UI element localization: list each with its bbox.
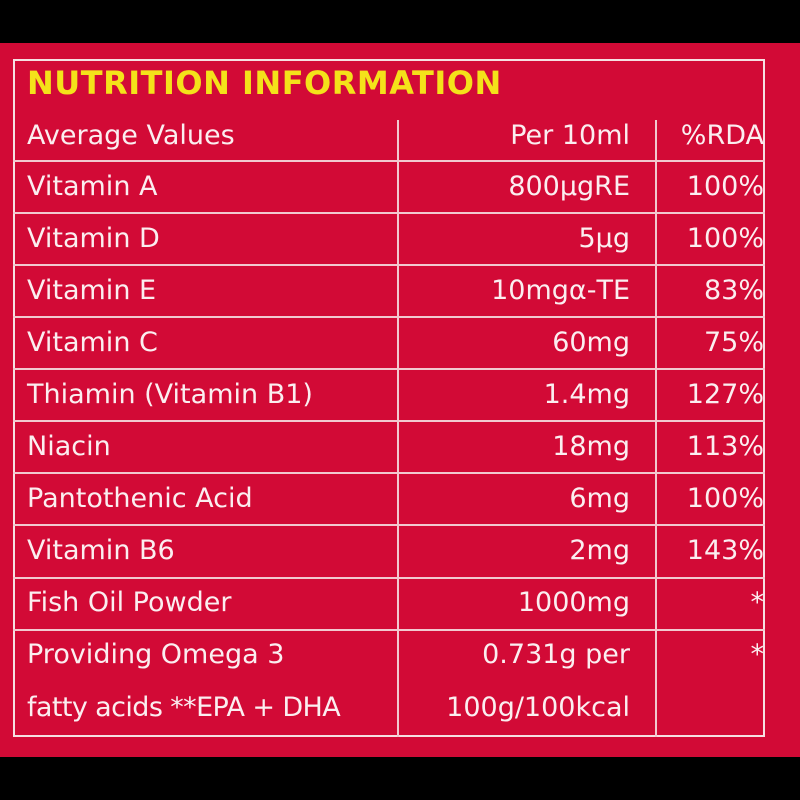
row-amount: 1.4mg bbox=[543, 379, 630, 410]
row-nutrient: Vitamin E bbox=[27, 275, 157, 306]
row-nutrient: Thiamin (Vitamin B1) bbox=[27, 379, 313, 410]
row-amount: 5µg bbox=[578, 223, 631, 254]
row-nutrient: Pantothenic Acid bbox=[27, 483, 253, 514]
row-amount: 18mg bbox=[552, 431, 630, 462]
row-rda: 83% bbox=[703, 275, 764, 306]
table-title: NUTRITION INFORMATION bbox=[27, 64, 502, 102]
row-nutrient: Vitamin D bbox=[27, 223, 160, 254]
header-average-values: Average Values bbox=[27, 120, 235, 151]
row-rda: * bbox=[750, 587, 765, 618]
row-divider bbox=[13, 368, 765, 370]
row-divider bbox=[13, 160, 765, 162]
row-rda: 143% bbox=[686, 535, 764, 566]
row-divider bbox=[13, 472, 765, 474]
row-amount-line2: 100g/100kcal bbox=[446, 692, 630, 723]
row-amount: 60mg bbox=[552, 327, 630, 358]
label-panel bbox=[0, 43, 800, 757]
row-amount: 1000mg bbox=[517, 587, 630, 618]
header-per-10ml: Per 10ml bbox=[510, 120, 630, 151]
row-rda: 100% bbox=[686, 483, 764, 514]
row-nutrient: Fish Oil Powder bbox=[27, 587, 232, 618]
row-nutrient: Vitamin C bbox=[27, 327, 158, 358]
row-rda: 113% bbox=[686, 431, 764, 462]
row-amount: 800µgRE bbox=[508, 171, 630, 202]
row-nutrient: Niacin bbox=[27, 431, 111, 462]
row-amount: 2mg bbox=[569, 535, 630, 566]
row-nutrient: Vitamin B6 bbox=[27, 535, 175, 566]
row-divider bbox=[13, 629, 765, 631]
row-amount: 10mgα-TE bbox=[491, 275, 630, 306]
nutrition-table bbox=[13, 59, 765, 737]
row-divider bbox=[13, 524, 765, 526]
row-rda: 100% bbox=[686, 171, 764, 202]
column-divider bbox=[655, 120, 657, 737]
row-divider bbox=[13, 577, 765, 579]
row-nutrient: Vitamin A bbox=[27, 171, 158, 202]
row-divider bbox=[13, 212, 765, 214]
column-divider bbox=[397, 120, 399, 737]
row-rda: 75% bbox=[703, 327, 764, 358]
row-divider bbox=[13, 316, 765, 318]
row-amount: 6mg bbox=[569, 483, 630, 514]
row-nutrient-line1: Providing Omega 3 bbox=[27, 639, 285, 670]
row-amount-line1: 0.731g per bbox=[482, 639, 630, 670]
row-rda: 100% bbox=[686, 223, 764, 254]
row-nutrient-line2: fatty acids **EPA + DHA bbox=[27, 692, 341, 723]
row-divider bbox=[13, 264, 765, 266]
header-rda: %RDA bbox=[680, 120, 764, 151]
row-rda: * bbox=[750, 639, 765, 670]
row-divider bbox=[13, 420, 765, 422]
row-rda: 127% bbox=[686, 379, 764, 410]
